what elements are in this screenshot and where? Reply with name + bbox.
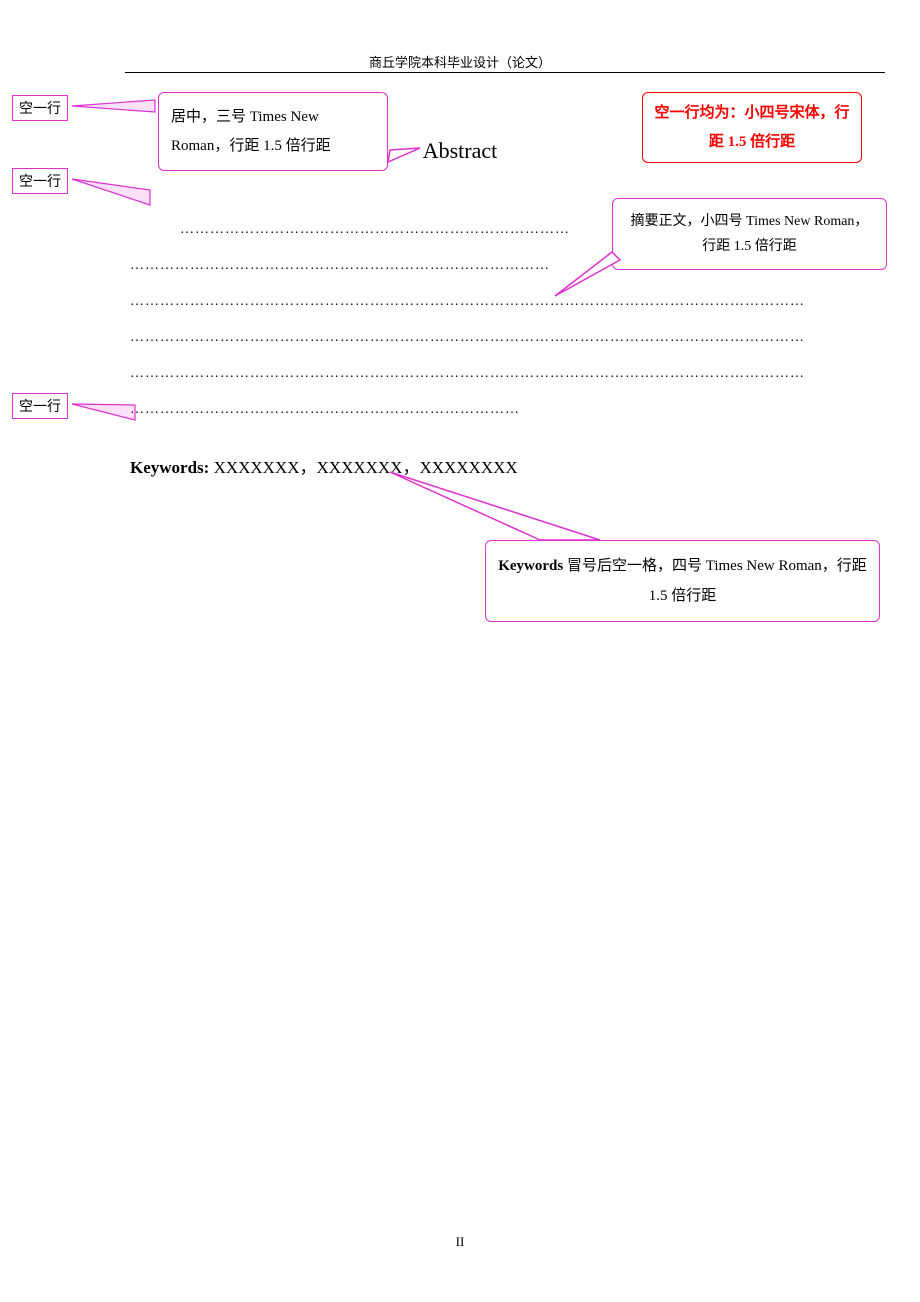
body-line-3: ……………………………………………………………………………………………………………	[130, 294, 880, 310]
page-number: II	[0, 1234, 920, 1250]
keywords-label: Keywords:	[130, 458, 209, 477]
callout-keywords-format: Keywords 冒号后空一格，四号 Times New Roman，行距 1.…	[485, 540, 880, 622]
body-line-5: ……………………………………………………………………………………………………………	[130, 366, 880, 382]
callout-title-format: 居中，三号 Times New Roman，行距 1.5 倍行距	[158, 92, 388, 171]
keywords-values: XXXXXXX，XXXXXXX，XXXXXXXX	[209, 458, 517, 477]
side-label-3: 空一行	[12, 393, 68, 419]
side-label-2: 空一行	[12, 168, 68, 194]
body-line-2: …………………………………………………………………………	[130, 258, 610, 274]
keywords-note-text: Keywords 冒号后空一格，四号 Times New Roman，行距 1.…	[498, 558, 867, 604]
side-label-1: 空一行	[12, 95, 68, 121]
body-line-6: ……………………………………………………………………	[130, 402, 560, 418]
callout-body-format: 摘要正文，小四号 Times New Roman，行距 1.5 倍行距	[612, 198, 887, 270]
header-text: 商丘学院本科毕业设计（论文）	[369, 55, 551, 70]
body-line-4: ……………………………………………………………………………………………………………	[130, 330, 880, 346]
page-header: 商丘学院本科毕业设计（论文）	[0, 52, 920, 71]
callout-blank-line: 空一行均为：小四号宋体，行距 1.5 倍行距	[642, 92, 862, 163]
header-rule	[125, 72, 885, 73]
keywords-row: Keywords: XXXXXXX，XXXXXXX，XXXXXXXX	[130, 453, 518, 478]
body-line-1: ……………………………………………………………………	[180, 222, 610, 238]
